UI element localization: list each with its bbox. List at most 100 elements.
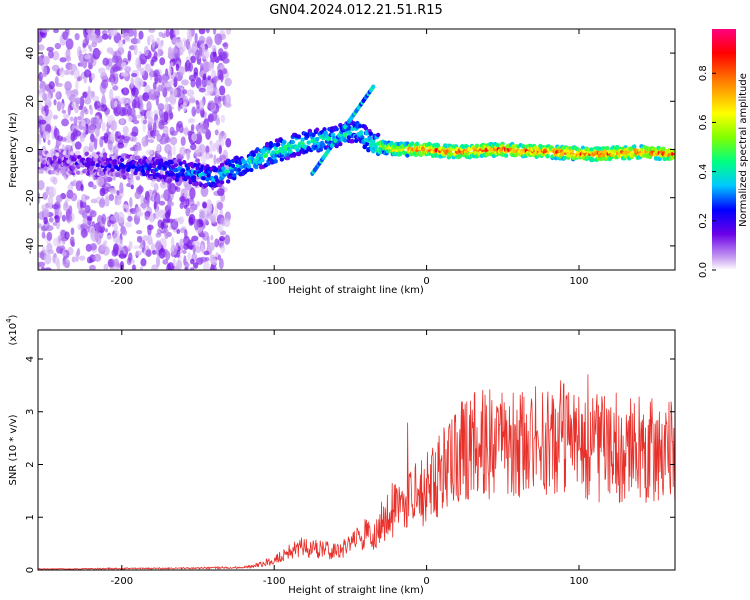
- heatmap-cell: [211, 258, 218, 266]
- heatmap-cell: [338, 141, 343, 147]
- heatmap-cell: [199, 99, 205, 111]
- heatmap-cell: [46, 231, 53, 242]
- heatmap-cell: [168, 66, 172, 76]
- heatmap-cell: [41, 231, 46, 239]
- heatmap-cell: [198, 87, 206, 93]
- heatmap-cell: [45, 225, 54, 231]
- heatmap-cell: [127, 244, 133, 250]
- heatmap-cell: [158, 74, 163, 84]
- heatmap-cell: [178, 216, 184, 225]
- heatmap-cell: [223, 132, 227, 140]
- heatmap-cell: [55, 92, 60, 99]
- heatmap-cell: [182, 89, 188, 95]
- heatmap-cell: [65, 213, 73, 223]
- heatmap-cell: [314, 127, 320, 132]
- heatmap-cell: [145, 149, 154, 155]
- heatmap-cell: [129, 107, 136, 116]
- heatmap-cell: [102, 57, 110, 66]
- heatmap-cell: [256, 152, 261, 158]
- heatmap-cell: [158, 248, 166, 259]
- heatmap-cell: [234, 159, 239, 165]
- heatmap-cell: [48, 186, 57, 198]
- heatmap-cell: [158, 158, 164, 163]
- heatmap-cell: [285, 155, 291, 161]
- snr-panel: -200 -100 0 100 0 1 2 3 4 Height of straight li…: [5, 314, 676, 596]
- heatmap-cell: [121, 61, 127, 69]
- heatmap-cell: [153, 183, 159, 192]
- heatmap-cell: [84, 54, 91, 60]
- heatmap-cell: [80, 223, 89, 231]
- heatmap-cell: [214, 205, 219, 218]
- heatmap-cell: [239, 164, 244, 170]
- heatmap-cell: [110, 50, 115, 56]
- figure-title: GN04.2024.012.21.51.R15: [269, 3, 443, 18]
- heatmap-cell: [322, 127, 327, 132]
- heatmap-cell: [147, 224, 152, 236]
- heatmap-cell: [118, 253, 127, 259]
- heatmap-cell: [190, 55, 196, 64]
- heatmap-cell: [128, 174, 133, 179]
- heatmap-cell: [367, 136, 372, 141]
- heatmap-cell: [38, 149, 43, 154]
- heatmap-cell: [200, 243, 204, 254]
- heatmap-cell: [142, 92, 150, 102]
- y-tick-label: 40: [25, 47, 36, 60]
- heatmap-cell: [234, 155, 239, 160]
- heatmap-cell: [164, 211, 171, 219]
- heatmap-cell: [205, 177, 210, 182]
- heatmap-cell: [136, 167, 142, 172]
- heatmap-cell: [52, 221, 58, 226]
- snr-series-line: [38, 374, 675, 570]
- heatmap-cell: [61, 118, 69, 127]
- heatmap-cell: [136, 235, 142, 243]
- heatmap-cell: [170, 244, 179, 256]
- heatmap-cell: [223, 218, 231, 228]
- heatmap-cell: [185, 198, 190, 208]
- heatmap-cell: [155, 255, 161, 268]
- heatmap-cell: [191, 235, 199, 242]
- heatmap-cell: [143, 45, 149, 57]
- heatmap-cell: [151, 249, 157, 255]
- heatmap-cell: [124, 103, 131, 108]
- heatmap-cell: [70, 192, 78, 202]
- heatmap-cell: [210, 215, 217, 224]
- heatmap-cell: [124, 171, 130, 177]
- heatmap-cell: [52, 114, 59, 120]
- heatmap-cell: [50, 125, 54, 134]
- heatmap-cell: [185, 262, 191, 267]
- heatmap-cell: [158, 108, 164, 118]
- heatmap-cell: [119, 118, 125, 125]
- heatmap-cell: [59, 57, 67, 63]
- heatmap-cell: [46, 46, 55, 52]
- heatmap-cell: [217, 183, 222, 188]
- heatmap-cell: [188, 43, 192, 56]
- heatmap-cell: [145, 249, 152, 257]
- colorbar-tick-label: 0.4: [698, 164, 709, 180]
- heatmap-cell: [173, 159, 178, 164]
- colorbar-ticks: 0.0 0.2 0.4 0.6 0.8: [698, 65, 716, 278]
- heatmap-cell: [368, 131, 374, 136]
- heatmap-cell: [260, 158, 265, 163]
- heatmap-cell: [76, 170, 81, 175]
- heatmap-cell: [101, 79, 109, 89]
- heatmap-cell: [213, 75, 219, 83]
- heatmap-cell: [76, 248, 81, 256]
- heatmap-cell: [119, 182, 124, 195]
- heatmap-cell: [212, 29, 217, 35]
- heatmap-cell: [38, 44, 45, 51]
- heatmap-cell: [101, 213, 107, 225]
- heatmap-cell: [73, 116, 78, 127]
- heatmap-cell: [221, 51, 228, 60]
- heatmap-cell: [175, 122, 180, 133]
- heatmap-cell: [80, 184, 84, 192]
- heatmap-cell: [148, 89, 156, 99]
- heatmap-cell: [47, 195, 54, 207]
- heatmap-cell: [255, 147, 260, 152]
- heatmap-cell: [182, 102, 187, 113]
- heatmap-cell: [202, 202, 207, 209]
- heatmap-cell: [169, 126, 175, 136]
- heatmap-cell: [172, 88, 178, 97]
- heatmap-cell: [68, 205, 73, 216]
- heatmap-cell: [185, 166, 191, 171]
- heatmap-cell: [353, 138, 359, 144]
